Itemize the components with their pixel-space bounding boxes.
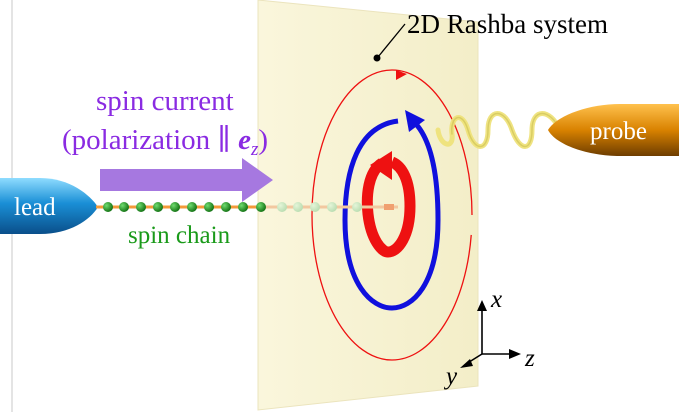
axis-z-label: z: [524, 345, 535, 372]
middle-loop-arrowhead: [405, 110, 425, 132]
axes-glyph: [460, 300, 521, 368]
lead-label: lead: [14, 194, 56, 221]
probe-helix-shade: [451, 112, 561, 148]
inner-loop-arrowhead: [370, 151, 392, 180]
spin-current-label-line2: (polarization ∥ ez): [62, 124, 268, 160]
probe-label: probe: [590, 118, 647, 145]
axis-y-label: y: [443, 363, 458, 390]
lead-tip: [0, 178, 98, 234]
system-leader-dot: [373, 54, 381, 62]
spin-chain: [103, 202, 266, 212]
outer-current-loop: [311, 69, 473, 361]
spin-current-label-line1: spin current: [96, 85, 234, 117]
system-label: 2D Rashba system: [407, 9, 608, 39]
axis-x-label: x: [490, 286, 502, 313]
system-leader-line: [377, 23, 406, 58]
spin-chain-label: spin chain: [128, 222, 231, 249]
spin-current-arrow: [100, 158, 273, 202]
inner-current-loop: [361, 156, 416, 258]
middle-current-loop: [342, 118, 441, 311]
spin-chain-faded: [277, 202, 362, 212]
chain-end-marker: [384, 204, 394, 210]
probe-tip: [548, 104, 679, 156]
outer-loop-arrowhead: [396, 70, 407, 80]
